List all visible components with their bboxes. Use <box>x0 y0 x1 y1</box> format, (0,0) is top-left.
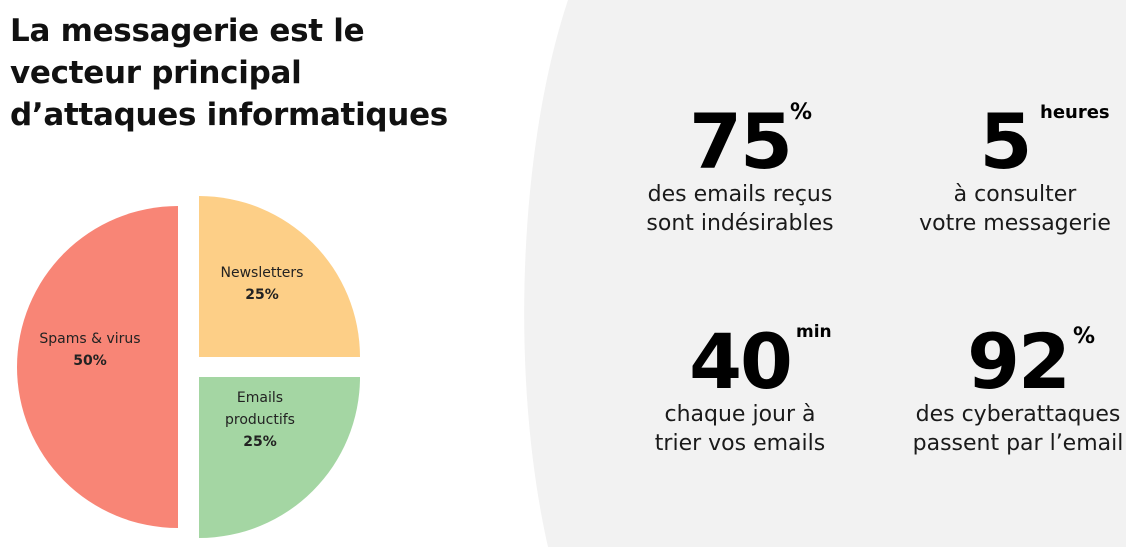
pie-chart: Spams & virus 50% Newsletters 25% Emails prod… <box>17 196 360 538</box>
pie-slice-2 <box>199 196 360 357</box>
stat-line-2: votre messagerie <box>919 211 1111 236</box>
stat-line-1: à consulter <box>953 182 1077 207</box>
stat-number: 75 <box>689 97 793 186</box>
stat-description: chaque jour à trier vos emails <box>620 400 860 458</box>
pie-value-label: 25% <box>245 287 279 303</box>
pie-slice-1 <box>17 206 178 528</box>
stat-unit: % <box>790 100 813 125</box>
gray-panel-shape <box>524 0 1126 547</box>
title-line-2: vecteur principal <box>10 55 302 91</box>
stat-line-2: trier vos emails <box>654 431 826 456</box>
stat-line-1: des cyberattaques <box>915 402 1121 427</box>
stat-line-1: des emails reçus <box>647 182 833 207</box>
stat-spam-rate: 75 % des emails reçus sont indésirables <box>620 96 860 246</box>
stat-sorting-minutes: 40 min chaque jour à trier vos emails <box>620 318 860 468</box>
stat-number: 92 <box>967 317 1071 406</box>
stat-description: à consulter votre messagerie <box>900 180 1126 238</box>
pie-slice-3 <box>199 377 360 538</box>
pie-slice-label: Newsletters <box>221 265 304 281</box>
title-line-3: d’attaques informatiques <box>10 97 448 133</box>
stat-line-1: chaque jour à <box>664 402 816 427</box>
pie-slice-label: Emails <box>237 390 283 406</box>
title-line-1: La messagerie est le <box>10 13 365 49</box>
stat-unit: % <box>1073 324 1096 349</box>
stat-reading-hours: 5 heures à consulter votre messagerie <box>900 96 1126 246</box>
pie-slice-label: productifs <box>225 412 295 428</box>
stat-number: 40 <box>689 317 793 406</box>
pie-slice-label: Spams & virus <box>39 331 140 347</box>
pie-value-label: 50% <box>73 353 107 369</box>
stat-unit: min <box>796 322 832 342</box>
stat-description: des cyberattaques passent par l’email <box>903 400 1126 458</box>
stat-description: des emails reçus sont indésirables <box>620 180 860 238</box>
page-title: La messagerie est le vecteur principal d… <box>10 10 530 136</box>
stat-unit: heures <box>1040 102 1110 123</box>
stat-number: 5 <box>979 97 1033 186</box>
stat-line-2: sont indésirables <box>646 211 834 236</box>
stat-cyberattacks: 92 % des cyberattaques passent par l’ema… <box>903 318 1126 468</box>
pie-value-label: 25% <box>243 434 277 450</box>
stat-line-2: passent par l’email <box>912 431 1124 456</box>
